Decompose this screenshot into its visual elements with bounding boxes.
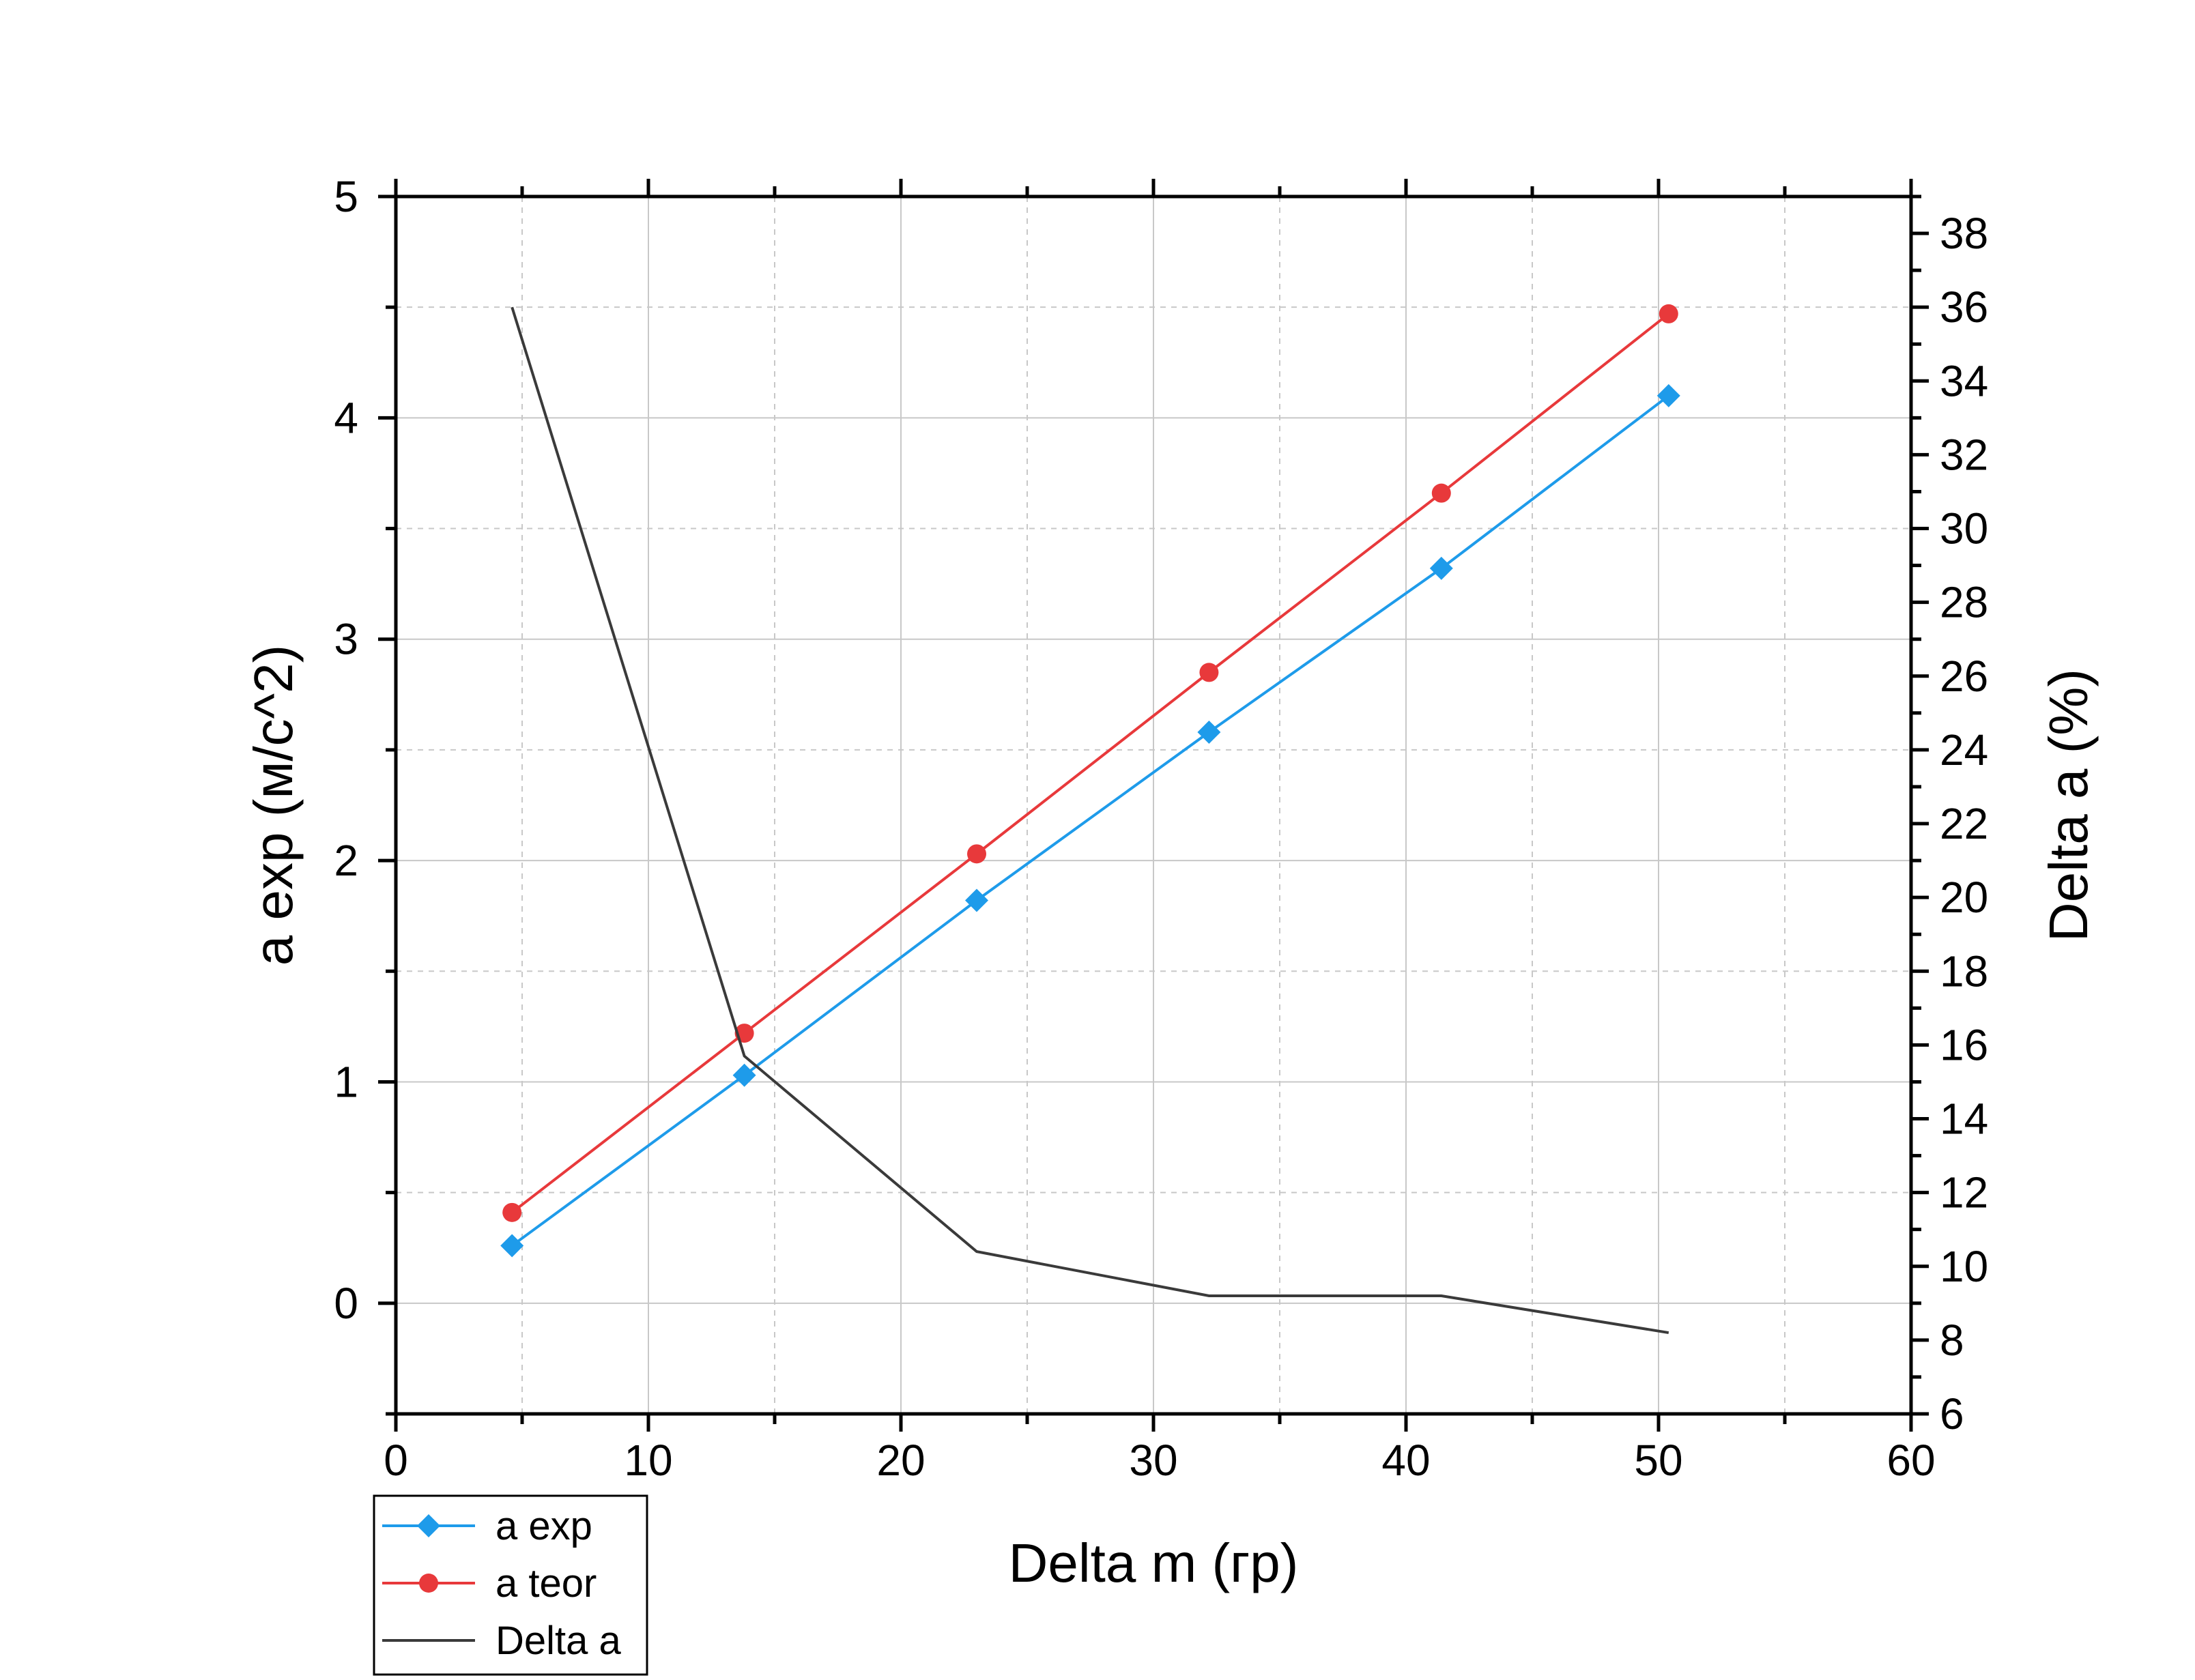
y2-tick-label: 38 (1940, 209, 1988, 258)
y2-tick-label: 32 (1940, 430, 1988, 479)
y2-tick-label: 24 (1940, 725, 1988, 774)
y2-tick-label: 34 (1940, 356, 1988, 405)
legend-a-exp-point (417, 1514, 440, 1537)
y2-tick-label: 8 (1940, 1316, 1964, 1365)
grid (396, 197, 1911, 1414)
a-teor-point (1659, 304, 1678, 323)
a-teor-point (967, 844, 986, 864)
y2-tick-label: 16 (1940, 1020, 1988, 1069)
y2-tick-label: 14 (1940, 1095, 1988, 1144)
y-tick-label: 5 (334, 172, 358, 221)
legend-label-a-teor: a teor (496, 1561, 597, 1606)
legend-a-teor-point (419, 1574, 438, 1593)
a-exp-point (500, 1234, 524, 1258)
axes: 0 10 20 30 40 50 60012345681012141618202224262… (334, 172, 1988, 1485)
x-tick-label: 30 (1129, 1436, 1177, 1485)
y2-axis-title: Delta a (%) (2038, 669, 2099, 942)
x-axis-title: Delta m (гр) (1009, 1533, 1299, 1593)
delta-a-series (511, 306, 1669, 1335)
y2-tick-label: 18 (1940, 946, 1988, 996)
a-exp-point (732, 1063, 756, 1087)
series-layer (500, 304, 1680, 1335)
a-teor-line (511, 313, 1670, 1214)
a-exp-point (1197, 720, 1221, 744)
legend: a exp a teor Delta a (373, 1494, 648, 1676)
x-tick-label: 20 (876, 1436, 925, 1485)
a-exp-point (1429, 556, 1453, 580)
y2-tick-label: 30 (1940, 504, 1988, 553)
y2-tick-label: 10 (1940, 1242, 1988, 1291)
y-tick-label: 1 (334, 1057, 358, 1106)
a-teor-point (502, 1202, 522, 1222)
y-tick-label: 0 (334, 1279, 358, 1328)
x-tick-label: 60 (1886, 1436, 1935, 1485)
y2-tick-label: 12 (1940, 1168, 1988, 1217)
a-exp-series (500, 383, 1680, 1258)
y2-tick-label: 36 (1940, 283, 1988, 332)
a-exp-point (965, 888, 988, 912)
y2-tick-label: 28 (1940, 578, 1988, 627)
y-tick-label: 2 (334, 836, 358, 885)
delta-a-line (511, 306, 1669, 1335)
legend-label-delta-a: Delta a (496, 1619, 622, 1663)
legend-label-a-exp: a exp (496, 1504, 592, 1548)
y2-tick-label: 22 (1940, 799, 1988, 848)
y-axis-title: a exp (м/с^2) (243, 645, 304, 966)
a-exp-line (511, 394, 1670, 1247)
a-teor-series (502, 304, 1678, 1222)
a-teor-point (1199, 663, 1219, 682)
x-tick-label: 40 (1381, 1436, 1430, 1485)
y-tick-label: 3 (334, 615, 358, 664)
a-exp-point (1656, 383, 1680, 407)
x-tick-label: 50 (1634, 1436, 1682, 1485)
y2-tick-label: 20 (1940, 873, 1988, 922)
y2-tick-label: 26 (1940, 652, 1988, 701)
y2-tick-label: 6 (1940, 1389, 1964, 1438)
x-tick-label: 0 (384, 1436, 408, 1485)
y-tick-label: 4 (334, 393, 358, 442)
a-teor-point (1431, 483, 1451, 503)
x-tick-label: 10 (624, 1436, 672, 1485)
